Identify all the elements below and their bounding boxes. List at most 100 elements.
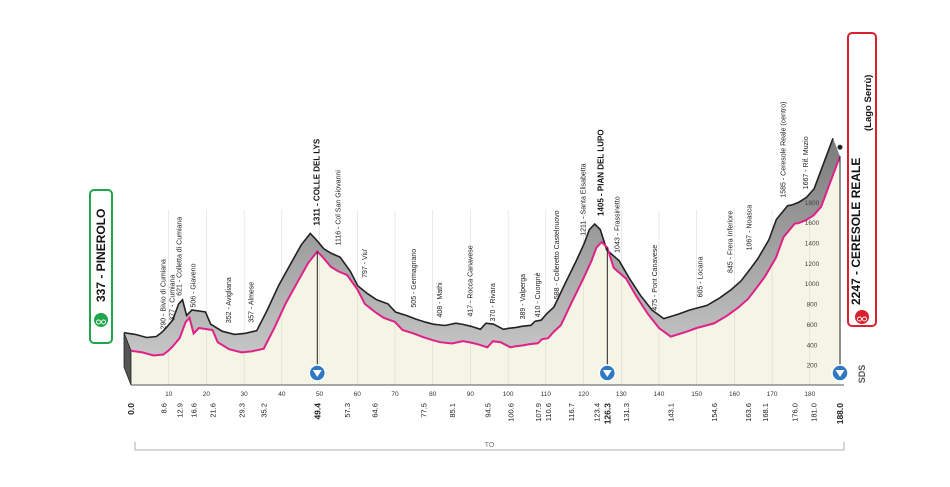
km-label: 64.6	[371, 403, 380, 418]
x-tick-label: 110	[541, 391, 552, 398]
x-tick-label: 60	[354, 391, 362, 398]
cyclist-icon	[94, 313, 108, 327]
place-label: 475 - Pont Canavese	[652, 245, 659, 311]
km-label: 123.4	[592, 403, 601, 422]
km-label: 35.2	[260, 403, 269, 418]
place-label: 352 - Avigliana	[226, 277, 233, 323]
climb-label: 1311 - COLLE DEL LYS	[312, 138, 321, 225]
km-label: 94.5	[483, 403, 492, 418]
cyclist-icon-wheel	[101, 319, 106, 325]
profile-pink-line	[130, 155, 841, 357]
place-label: 506 - Giaveno	[191, 263, 198, 307]
place-label: 1211 - Santa Elisabetta	[581, 163, 588, 235]
x-tick-label: 120	[578, 391, 589, 398]
altitude-tick: 800	[807, 302, 818, 309]
place-label: 389 - Valperga	[520, 274, 527, 320]
altitude-tick: 600	[807, 322, 818, 329]
place-label: 1116 - Col San Giovanni	[335, 170, 342, 246]
cyclist-icon-wheel	[862, 316, 867, 322]
place-label: 417 - Rocca Canavese	[467, 245, 474, 316]
finish-label: 2247 - CERESOLE REALE	[849, 158, 863, 305]
x-tick-label: 170	[767, 391, 778, 398]
place-label: 1067 - Noasca	[746, 205, 753, 251]
altitude-tick: 1200	[805, 261, 820, 268]
km-label: 8.6	[159, 403, 168, 413]
place-label: 1585 - Ceresole Reale (centro)	[780, 102, 787, 198]
climb-label: 1405 - PIAN DEL LUPO	[597, 129, 606, 216]
place-label: 377 - Cumiana	[169, 275, 176, 321]
x-tick-label: 80	[429, 391, 437, 398]
km-label: 176.0	[791, 403, 800, 422]
place-label: 797 - Viu'	[362, 249, 369, 278]
place-label: 505 - Germagnano	[411, 249, 418, 308]
km-label: 154.6	[710, 403, 719, 422]
km-label: 188.0	[835, 403, 845, 425]
km-label: 168.1	[761, 403, 770, 422]
km-label: 100.6	[506, 403, 515, 422]
km-label: 85.1	[448, 403, 457, 418]
altitude-tick: 1800	[805, 200, 820, 207]
x-tick-label: 140	[654, 391, 665, 398]
bottom-bar-label: TO	[485, 442, 495, 449]
place-label: 408 - Mathi	[437, 282, 444, 317]
place-label: 410 - Cuorgnè	[535, 272, 542, 317]
sponsor-label: SDS	[857, 365, 867, 384]
km-label: 181.0	[810, 403, 819, 422]
place-label: 621 - Colletta di Cumiana	[177, 217, 184, 296]
x-tick-label: 30	[241, 391, 249, 398]
km-label: 131.3	[622, 403, 631, 422]
place-label: 370 - Rivara	[490, 283, 497, 321]
place-label: 1043 - Frassinetto	[614, 196, 621, 253]
km-label: 16.6	[190, 403, 199, 418]
marker-triangle-icon	[835, 370, 845, 377]
finish-dot	[837, 144, 843, 150]
place-label: 1667 - Rif. Muzio	[803, 136, 810, 189]
x-tick-label: 150	[691, 391, 702, 398]
km-label: 57.3	[343, 403, 352, 418]
x-tick-label: 20	[203, 391, 211, 398]
km-label: 163.6	[744, 403, 753, 422]
cyclist-icon-wheel	[857, 316, 862, 322]
km-label: 116.7	[567, 403, 576, 421]
x-tick-label: 50	[316, 391, 324, 398]
profile-top-line	[123, 138, 834, 339]
altitude-tick: 200	[807, 363, 818, 370]
finish-sub-label: (Lago Serrù)	[863, 75, 874, 131]
marker-triangle-icon	[602, 370, 612, 377]
profile-fill	[131, 156, 840, 385]
place-label: 605 - Locana	[697, 256, 704, 297]
x-tick-label: 90	[467, 391, 475, 398]
km-label: 29.3	[237, 403, 246, 418]
altitude-tick: 1600	[805, 220, 820, 227]
finish-box	[847, 32, 877, 327]
x-tick-label: 70	[391, 391, 399, 398]
place-label: 290 - Bivio di Cumiana	[160, 259, 167, 330]
km-label: 107.9	[534, 403, 543, 422]
x-tick-label: 10	[165, 391, 173, 398]
km-label: 126.3	[602, 403, 612, 425]
place-label: 588 - Colleretto Castelnuovo	[554, 210, 561, 299]
km-label: 0.0	[126, 403, 136, 415]
km-label: 49.4	[312, 403, 322, 420]
altitude-tick: 1400	[805, 240, 820, 247]
km-label: 12.9	[176, 403, 185, 418]
bottom-bracket	[134, 442, 845, 451]
x-tick-label: 40	[278, 391, 286, 398]
altitude-tick: 400	[807, 342, 818, 349]
place-label: 357 - Almese	[249, 282, 256, 323]
x-tick-label: 130	[616, 391, 627, 398]
start-label: 337 - PINEROLO	[94, 209, 108, 302]
cyclist-icon-wheel	[96, 319, 101, 325]
x-tick-label: 180	[804, 391, 815, 398]
cyclist-icon	[855, 310, 869, 324]
start-box	[89, 189, 113, 344]
km-label: 21.6	[208, 403, 217, 418]
km-label: 143.1	[667, 403, 676, 422]
km-label: 110.6	[544, 403, 553, 421]
x-tick-label: 160	[729, 391, 740, 398]
km-label: 77.5	[419, 403, 428, 418]
altitude-tick: 1000	[805, 281, 820, 288]
marker-triangle-icon	[312, 370, 322, 377]
